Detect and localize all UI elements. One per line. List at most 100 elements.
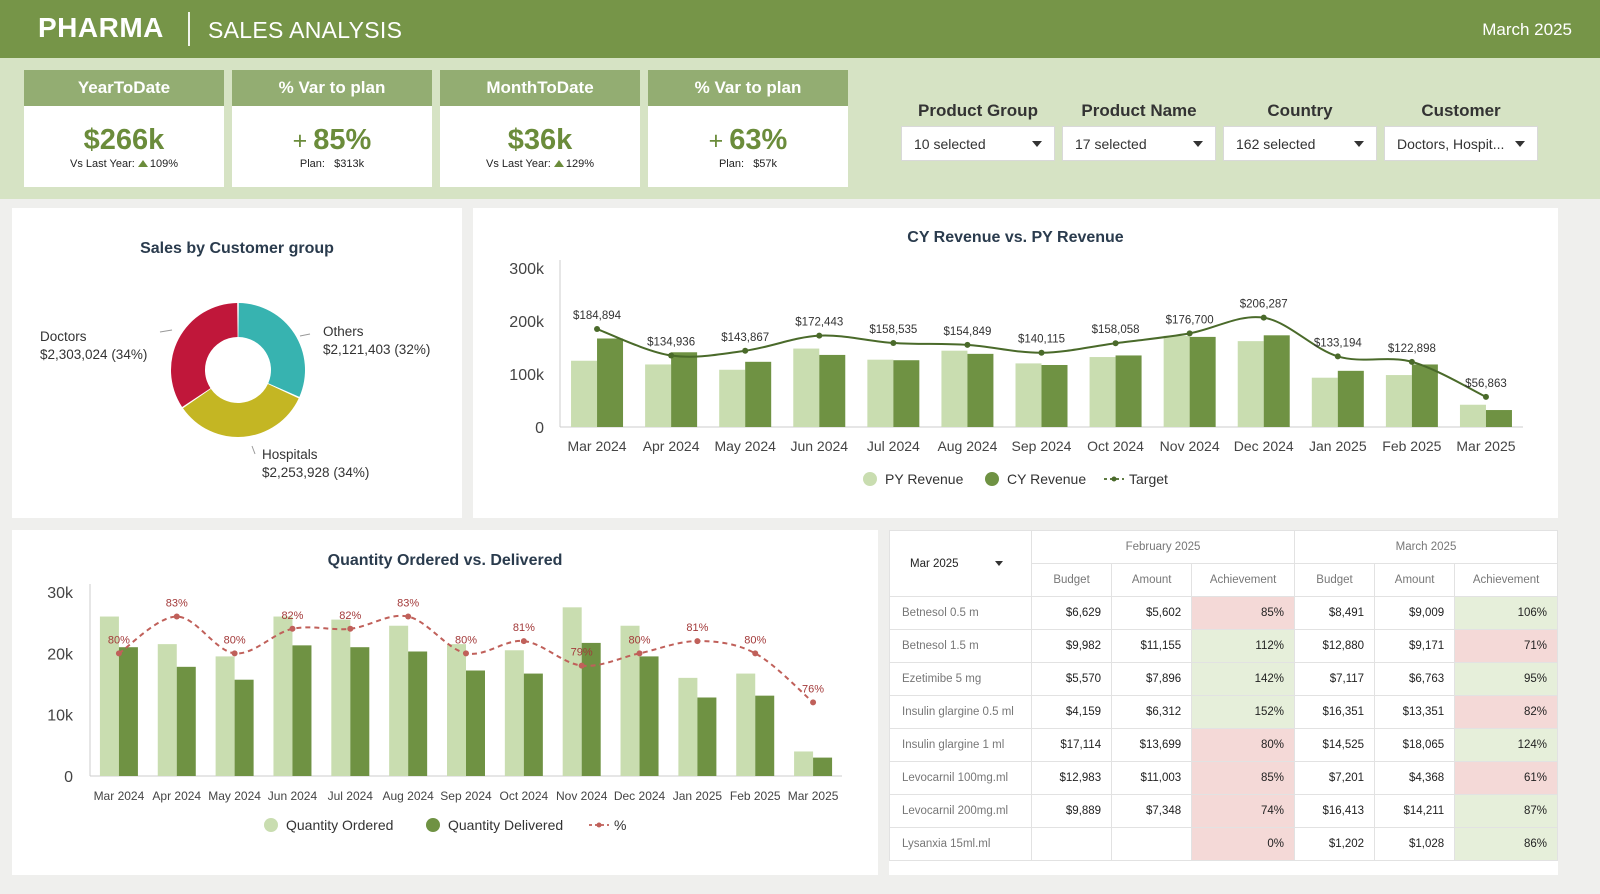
bar-cy-revenue bbox=[1485, 410, 1512, 427]
x-tick-label: Oct 2024 bbox=[499, 789, 548, 803]
arrow-up-icon bbox=[137, 160, 148, 167]
dropdown-value: 162 selected bbox=[1236, 136, 1316, 152]
achievement-cell: 0% bbox=[1191, 827, 1295, 861]
slice-name-label: Hospitals bbox=[262, 447, 318, 462]
chevron-down-icon bbox=[1354, 141, 1364, 147]
line-point bbox=[810, 699, 817, 706]
x-tick-label: May 2024 bbox=[208, 789, 261, 803]
legend-swatch-dot bbox=[596, 822, 602, 828]
line-point bbox=[1038, 349, 1045, 356]
legend-label: Quantity Delivered bbox=[448, 817, 563, 833]
kpi-card-ytd: YearToDate $266k Vs Last Year: 109% bbox=[24, 70, 224, 187]
data-label: 76% bbox=[802, 683, 824, 695]
bar-cy-revenue bbox=[745, 361, 772, 427]
line-point bbox=[173, 613, 180, 620]
bar-cy-revenue bbox=[1189, 336, 1216, 427]
slice-value-label: $2,121,403 (32%) bbox=[323, 342, 430, 357]
data-label: $56,863 bbox=[1465, 378, 1507, 390]
donut-chart: Others $2,121,403 (32%) Hospitals $2,253,92… bbox=[40, 303, 430, 480]
line-point bbox=[463, 650, 469, 657]
product-group-dropdown[interactable]: 10 selected bbox=[901, 126, 1055, 161]
data-label: 83% bbox=[166, 598, 188, 610]
achievement-cell: 87% bbox=[1454, 794, 1558, 828]
bar-quantity-delivered bbox=[350, 647, 370, 776]
data-label: 80% bbox=[224, 634, 246, 646]
bar-py-revenue bbox=[719, 369, 746, 427]
country-dropdown[interactable]: 162 selected bbox=[1223, 126, 1377, 161]
bar-py-revenue bbox=[793, 348, 820, 427]
table-row: Ezetimibe 5 mg $5,570 $7,896 142% $7,117 $6,7… bbox=[889, 662, 1558, 696]
kpi-sub-value: 109% bbox=[149, 158, 178, 170]
line-point bbox=[668, 352, 675, 359]
kpi-subtext: Vs Last Year: 129% bbox=[440, 158, 640, 170]
chevron-down-icon bbox=[1515, 141, 1525, 147]
kpi-value: +85% bbox=[232, 124, 432, 157]
filter-label: Country bbox=[1267, 101, 1333, 120]
data-label: 81% bbox=[686, 622, 708, 634]
chart-title: Quantity Ordered vs. Delivered bbox=[327, 552, 563, 569]
revenue-chart: 0 100k 200k 300k Mar 2024 Apr 2024 May 2024 Jun… bbox=[509, 260, 1523, 487]
amount-cell: $4,368 bbox=[1374, 761, 1456, 795]
x-tick-label: Oct 2024 bbox=[1087, 438, 1144, 454]
slice-value-label: $2,303,024 (34%) bbox=[40, 347, 147, 362]
amount-cell: $9,009 bbox=[1374, 596, 1456, 630]
callout-line bbox=[159, 329, 173, 333]
x-tick-label: Dec 2024 bbox=[1234, 438, 1294, 454]
bar-py-revenue bbox=[1089, 357, 1116, 427]
line-point bbox=[231, 650, 238, 657]
month-selector[interactable]: Mar 2025 bbox=[889, 530, 1032, 597]
amount-cell: $11,003 bbox=[1111, 761, 1193, 795]
amount-cell: $6,763 bbox=[1374, 662, 1456, 696]
achievement-cell: 85% bbox=[1191, 596, 1295, 630]
kpi-card-var-plan-ytd: % Var to plan +85% Plan: $313k bbox=[232, 70, 432, 187]
bar-cy-revenue bbox=[1411, 364, 1438, 427]
bar-py-revenue bbox=[941, 350, 968, 427]
product-name-dropdown[interactable]: 17 selected bbox=[1062, 126, 1216, 161]
bar-py-revenue bbox=[1163, 335, 1190, 427]
x-tick-label: Nov 2024 bbox=[556, 789, 608, 803]
table-row: Betnesol 0.5 m $6,629 $5,602 85% $8,491 $9,00… bbox=[889, 596, 1558, 630]
line-point bbox=[1482, 393, 1489, 400]
bar-cy-revenue bbox=[819, 354, 846, 427]
legend-label: PY Revenue bbox=[885, 471, 964, 487]
x-tick-label: Mar 2025 bbox=[788, 789, 839, 803]
bar-quantity-delivered bbox=[813, 757, 833, 776]
line-point bbox=[115, 650, 122, 657]
amount-cell: $1,028 bbox=[1374, 827, 1456, 861]
amount-cell: $5,602 bbox=[1111, 596, 1193, 630]
kpi-subtext: Plan: $313k bbox=[232, 158, 432, 170]
y-tick-label: 200k bbox=[509, 314, 545, 331]
line-point bbox=[520, 638, 527, 645]
amount-cell: $11,155 bbox=[1111, 629, 1193, 663]
kpi-sub-label: Plan: bbox=[299, 158, 325, 170]
kpi-sub-label: Vs Last Year: bbox=[70, 158, 135, 170]
legend-swatch bbox=[985, 472, 999, 486]
x-tick-label: Jul 2024 bbox=[867, 438, 920, 454]
table-row: Insulin glargine 1 ml $17,114 $13,699 80% $1… bbox=[889, 728, 1558, 762]
budget-cell: $16,351 bbox=[1293, 695, 1376, 729]
budget-cell: $8,491 bbox=[1293, 596, 1376, 630]
line-point bbox=[594, 326, 601, 333]
x-tick-label: Dec 2024 bbox=[614, 789, 666, 803]
table-body: Betnesol 0.5 m $6,629 $5,602 85% $8,491 $9,00… bbox=[889, 596, 1558, 861]
x-tick-label: Jun 2024 bbox=[268, 789, 318, 803]
month-selector-value: Mar 2025 bbox=[910, 557, 959, 570]
line-point bbox=[752, 650, 759, 657]
data-label: $206,287 bbox=[1240, 299, 1288, 311]
achievement-cell: 74% bbox=[1191, 794, 1295, 828]
data-label: $134,936 bbox=[647, 336, 695, 348]
product-name-cell: Insulin glargine 1 ml bbox=[889, 728, 1032, 762]
customer-dropdown[interactable]: Doctors, Hospit... bbox=[1384, 126, 1538, 161]
donut-slice-hospitals bbox=[183, 383, 299, 437]
bar-cy-revenue bbox=[1337, 370, 1364, 427]
x-tick-label: Jan 2025 bbox=[673, 789, 723, 803]
arrow-up-icon bbox=[553, 160, 564, 167]
kpi-value: $36k bbox=[507, 124, 573, 156]
bar-quantity-delivered bbox=[639, 656, 659, 776]
chevron-down-icon bbox=[995, 561, 1003, 566]
amount-cell: $14,211 bbox=[1374, 794, 1456, 828]
x-tick-label: Mar 2024 bbox=[567, 438, 626, 454]
budget-cell: $7,201 bbox=[1293, 761, 1376, 795]
bar-py-revenue bbox=[1237, 341, 1264, 427]
amount-cell: $7,348 bbox=[1111, 794, 1193, 828]
